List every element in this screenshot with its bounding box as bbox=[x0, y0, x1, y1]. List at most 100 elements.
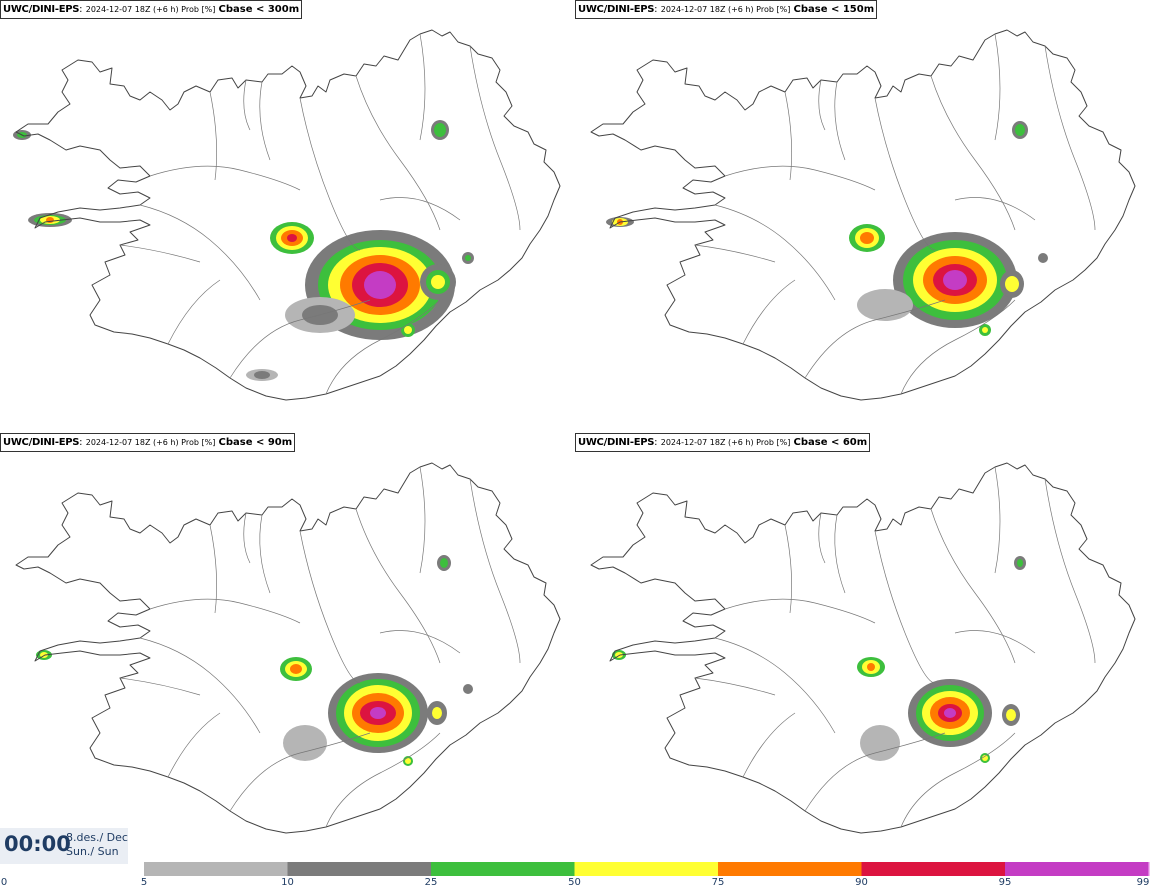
coastline bbox=[15, 29, 561, 401]
probability-area bbox=[431, 275, 445, 289]
region-border bbox=[818, 512, 826, 564]
model-name: UWC/DINI-EPS bbox=[578, 437, 655, 448]
region-border bbox=[229, 299, 371, 379]
probability-area bbox=[404, 326, 412, 334]
region-border bbox=[742, 712, 796, 778]
region-border bbox=[299, 97, 361, 251]
legend-swatch bbox=[144, 862, 288, 876]
region-border bbox=[994, 466, 1001, 574]
legend-swatch bbox=[861, 862, 1006, 876]
probability-area bbox=[463, 684, 473, 694]
probability-area bbox=[1005, 276, 1019, 292]
region-border bbox=[900, 732, 1016, 828]
legend-tick-label: 5 bbox=[140, 877, 148, 888]
probability-area bbox=[1038, 253, 1048, 263]
region-border bbox=[149, 165, 301, 191]
region-border bbox=[379, 630, 461, 654]
region-border bbox=[1044, 45, 1096, 231]
region-border bbox=[243, 512, 251, 564]
region-border bbox=[724, 165, 876, 191]
probability-area bbox=[290, 664, 302, 674]
legend-tick-label: 95 bbox=[998, 877, 1012, 888]
region-border bbox=[834, 81, 846, 161]
valid-time-clock: 00:00 bbox=[4, 832, 71, 856]
region-border bbox=[209, 524, 217, 614]
region-border bbox=[167, 279, 221, 345]
region-border bbox=[259, 514, 271, 594]
region-border bbox=[139, 637, 261, 734]
region-border bbox=[119, 677, 201, 696]
region-border bbox=[954, 630, 1036, 654]
map-panel-90m: UWC/DINI-EPS: 2024-12-07 18Z (+6 h) Prob… bbox=[0, 433, 575, 863]
region-border bbox=[167, 712, 221, 778]
probability-area bbox=[1015, 124, 1025, 136]
iceland-probability-map bbox=[590, 29, 1136, 401]
legend-swatch bbox=[287, 862, 432, 876]
coastline bbox=[590, 29, 1136, 401]
legend-swatch bbox=[431, 862, 575, 876]
region-border bbox=[259, 81, 271, 161]
region-border bbox=[469, 45, 521, 231]
legend-color-bar bbox=[144, 862, 1150, 876]
iceland-probability-map bbox=[590, 462, 1136, 834]
probability-area bbox=[982, 327, 988, 333]
probability-area bbox=[465, 255, 471, 261]
region-border bbox=[1044, 478, 1096, 664]
model-name: UWC/DINI-EPS bbox=[3, 437, 80, 448]
legend-swatch bbox=[1005, 862, 1149, 876]
region-border bbox=[714, 204, 836, 301]
probability-area bbox=[857, 289, 913, 321]
region-border bbox=[954, 197, 1036, 221]
legend-tick-label: 50 bbox=[568, 877, 581, 888]
legend-tick-label: 0 bbox=[0, 877, 8, 888]
valid-date: 8.des./ Dec Sun./ Sun bbox=[66, 831, 128, 859]
region-border bbox=[299, 530, 361, 684]
region-border bbox=[874, 97, 936, 251]
probability-area bbox=[1017, 559, 1023, 567]
region-border bbox=[994, 33, 1001, 141]
region-border bbox=[243, 79, 251, 131]
map-panel-300m: UWC/DINI-EPS: 2024-12-07 18Z (+6 h) Prob… bbox=[0, 0, 575, 430]
coastline bbox=[590, 462, 1136, 834]
region-border bbox=[900, 299, 1016, 395]
region-border bbox=[209, 91, 217, 181]
region-border bbox=[325, 732, 441, 828]
legend-swatch bbox=[574, 862, 719, 876]
legend-swatch bbox=[1148, 862, 1150, 876]
region-border bbox=[229, 732, 371, 812]
legend-tick-label: 75 bbox=[711, 877, 725, 888]
panel-title: UWC/DINI-EPS: 2024-12-07 18Z (+6 h) Prob… bbox=[0, 433, 296, 452]
region-border bbox=[469, 478, 521, 664]
region-border bbox=[818, 79, 826, 131]
probability-color-legend: 0 5 10 25 50 75 90 95 99 bbox=[0, 862, 1150, 891]
region-border bbox=[355, 508, 441, 664]
region-border bbox=[874, 530, 936, 684]
probability-area bbox=[364, 271, 396, 299]
region-border bbox=[149, 598, 301, 624]
threshold-label: Cbase < 150m bbox=[793, 4, 875, 15]
region-border bbox=[419, 33, 426, 141]
region-border bbox=[742, 279, 796, 345]
valid-time-box: 00:00 8.des./ Dec Sun./ Sun bbox=[0, 828, 128, 864]
run-info: 2024-12-07 18Z (+6 h) Prob [%] bbox=[85, 5, 216, 14]
region-border bbox=[784, 91, 792, 181]
probability-area bbox=[860, 725, 900, 761]
region-border bbox=[784, 524, 792, 614]
legend-tick-label: 99 bbox=[1136, 877, 1150, 888]
region-border bbox=[930, 75, 1016, 231]
probability-area bbox=[405, 758, 411, 764]
panel-title: UWC/DINI-EPS: 2024-12-07 18Z (+6 h) Prob… bbox=[0, 0, 303, 19]
probability-area bbox=[944, 708, 956, 718]
run-info: 2024-12-07 18Z (+6 h) Prob [%] bbox=[85, 438, 216, 447]
panel-title: UWC/DINI-EPS: 2024-12-07 18Z (+6 h) Prob… bbox=[575, 433, 871, 452]
coastline bbox=[15, 462, 561, 834]
model-name: UWC/DINI-EPS bbox=[3, 4, 80, 15]
region-border bbox=[419, 466, 426, 574]
region-border bbox=[119, 244, 201, 263]
region-border bbox=[834, 514, 846, 594]
region-border bbox=[379, 197, 461, 221]
legend-tick-label: 25 bbox=[424, 877, 438, 888]
legend-tick-label: 90 bbox=[855, 877, 868, 888]
region-border bbox=[139, 204, 261, 301]
region-border bbox=[355, 75, 441, 231]
